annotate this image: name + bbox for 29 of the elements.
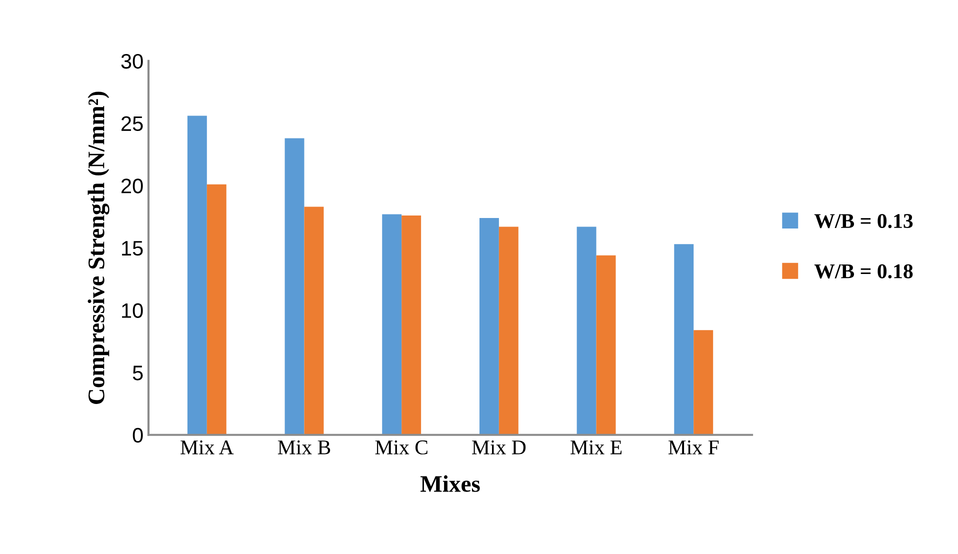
y-tick-label: 20 — [122, 178, 143, 194]
bar — [382, 214, 402, 435]
bar — [479, 218, 499, 435]
y-tick-label: 5 — [132, 366, 143, 380]
y-tick-label: 25 — [122, 116, 143, 132]
x-tick-label: Mix D — [472, 440, 526, 454]
x-axis-title: Mixes — [420, 475, 480, 492]
x-tick-label: Mix C — [375, 440, 428, 454]
legend-label: W/B = 0.13 — [814, 214, 913, 228]
x-tick-label: Mix B — [278, 440, 330, 454]
bar — [402, 216, 422, 435]
bar — [576, 226, 596, 435]
y-axis-title: Compressive Strength (N/mm²) — [88, 92, 110, 404]
x-tick-label: Mix E — [570, 440, 622, 454]
bar — [284, 138, 304, 435]
x-tick-label: Mix F — [668, 440, 719, 454]
y-tick-label: 0 — [132, 428, 143, 443]
y-tick-label: 30 — [121, 54, 143, 69]
y-tick-label: 15 — [122, 241, 143, 256]
bar — [498, 226, 518, 435]
bar — [187, 116, 207, 435]
bar — [694, 330, 714, 435]
y-tick-label: 10 — [122, 303, 143, 318]
bar — [596, 255, 616, 435]
x-tick-label: Mix A — [180, 440, 234, 454]
legend-label: W/B = 0.18 — [814, 264, 913, 278]
bar — [674, 244, 694, 435]
bar — [206, 184, 226, 435]
bar — [304, 206, 324, 435]
